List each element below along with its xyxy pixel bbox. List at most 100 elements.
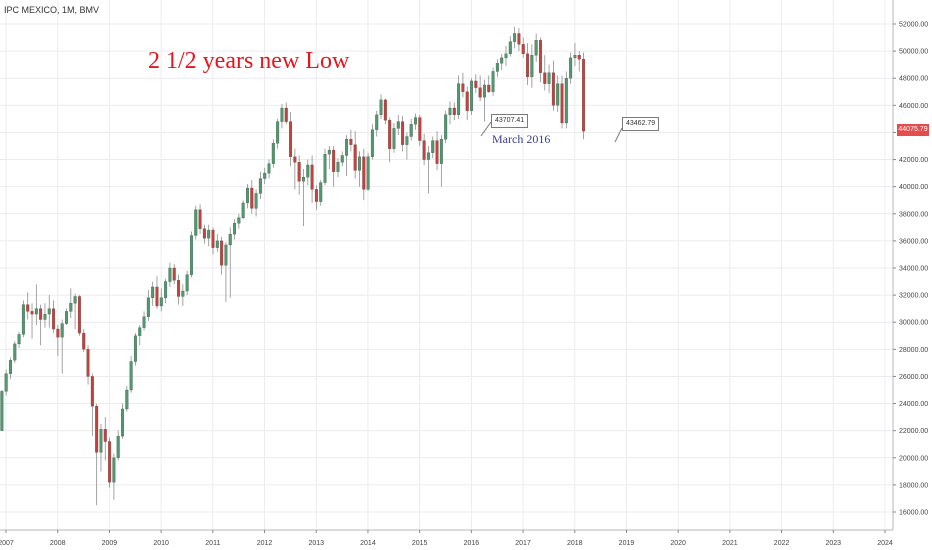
candle-body — [409, 124, 413, 137]
y-tick-label: 20000.00 — [899, 455, 928, 462]
candle-body — [521, 44, 525, 54]
candle-body — [4, 373, 8, 392]
candle-body — [90, 376, 94, 407]
callout-pointer-right — [614, 127, 623, 143]
plot-background — [0, 0, 893, 530]
candle-body — [297, 162, 301, 182]
candle-body — [95, 406, 99, 453]
x-tick-label: 2021 — [722, 540, 738, 547]
callout-pointer-left — [480, 121, 492, 137]
x-tick-label: 2019 — [619, 540, 635, 547]
candle-body — [172, 267, 176, 281]
candle-body — [358, 156, 361, 171]
candle-body — [271, 143, 275, 164]
y-tick-label: 48000.00 — [899, 76, 928, 83]
candle-body — [482, 84, 486, 98]
candle-body — [151, 286, 155, 298]
candle-body — [43, 313, 47, 320]
x-tick-label: 2013 — [308, 540, 324, 547]
candle-body — [366, 156, 370, 190]
candle-body — [237, 217, 241, 224]
x-tick-label: 2012 — [257, 540, 273, 547]
candle-body — [276, 121, 280, 144]
y-tick-label: 46000.00 — [899, 103, 928, 110]
candle-body — [164, 281, 168, 298]
candle-body — [491, 71, 495, 92]
y-tick-label: 36000.00 — [899, 238, 928, 245]
candle-body — [504, 53, 508, 59]
candle-body — [258, 178, 262, 194]
candle-body — [202, 228, 206, 239]
candle-body — [439, 139, 443, 164]
candle-body — [310, 164, 314, 190]
x-tick-label: 2022 — [774, 540, 790, 547]
candle-body — [444, 114, 448, 140]
candle-body — [250, 187, 254, 209]
symbol-title: IPC MEXICO, 1M, BMV — [4, 5, 100, 15]
candle-body — [582, 59, 586, 132]
candle-body — [370, 129, 374, 157]
candle-body — [293, 156, 297, 163]
candle-body — [13, 343, 17, 361]
candle-body — [168, 267, 172, 282]
x-tick-label: 2016 — [464, 540, 480, 547]
candle-body — [323, 153, 327, 183]
candle-body — [77, 296, 81, 334]
candle-body — [116, 435, 120, 458]
x-tick-label: 2017 — [515, 540, 531, 547]
y-tick-label: 52000.00 — [899, 22, 928, 29]
candle-body — [26, 304, 30, 312]
candle-body — [198, 209, 202, 229]
x-tick-label: 2020 — [670, 540, 686, 547]
callout-left: 43707.41 — [491, 114, 529, 128]
candle-body — [401, 121, 405, 145]
candle-body — [177, 280, 181, 297]
candle-body — [569, 57, 573, 79]
candle-body — [138, 327, 142, 336]
candle-body — [121, 408, 124, 437]
candle-body — [108, 441, 112, 483]
candle-body — [207, 229, 211, 239]
price-axis[interactable]: 16000.00 18000.00 20000.00 22000.00 24000.00… — [893, 22, 928, 517]
candle-body — [17, 334, 21, 345]
y-tick-label: 30000.00 — [899, 320, 928, 327]
candle-body — [146, 297, 150, 317]
candle-body — [379, 99, 383, 115]
candle-body — [418, 117, 422, 141]
candle-body — [69, 303, 73, 312]
candlestick-series — [0, 26, 586, 506]
candle-body — [461, 83, 465, 92]
y-tick-label: 18000.00 — [899, 482, 928, 489]
time-axis[interactable]: 2007 2008 2009 2010 2011 2012 2013 2014 2015 2016… — [0, 530, 893, 547]
candle-body — [340, 155, 344, 163]
x-tick-label: 2011 — [205, 540, 220, 547]
candle-body — [0, 391, 4, 431]
candle-body — [65, 311, 68, 324]
candle-body — [465, 91, 469, 111]
candle-body — [517, 33, 521, 45]
candle-body — [47, 308, 51, 315]
headline-annotation: 2 1/2 years new Low — [148, 48, 350, 74]
candle-body — [306, 164, 310, 178]
candle-body — [280, 107, 284, 122]
x-tick-label: 2010 — [153, 540, 169, 547]
candle-body — [556, 83, 560, 106]
candle-body — [73, 296, 77, 304]
candle-body — [547, 72, 551, 84]
candle-body — [388, 120, 392, 149]
candle-body — [220, 240, 224, 266]
candle-body — [478, 87, 482, 98]
candle-body — [319, 182, 323, 202]
x-tick-label: 2008 — [50, 540, 66, 547]
candle-body — [34, 308, 38, 315]
candle-body — [543, 72, 547, 84]
y-tick-label: 24000.00 — [899, 401, 928, 408]
horizontal-gridlines — [0, 23, 893, 513]
candle-body — [56, 328, 60, 338]
march-2016-annotation: March 2016 — [492, 132, 551, 146]
candle-body — [194, 209, 198, 236]
candle-body — [513, 33, 517, 42]
candle-body — [573, 55, 577, 59]
vertical-gridlines — [5, 0, 886, 530]
